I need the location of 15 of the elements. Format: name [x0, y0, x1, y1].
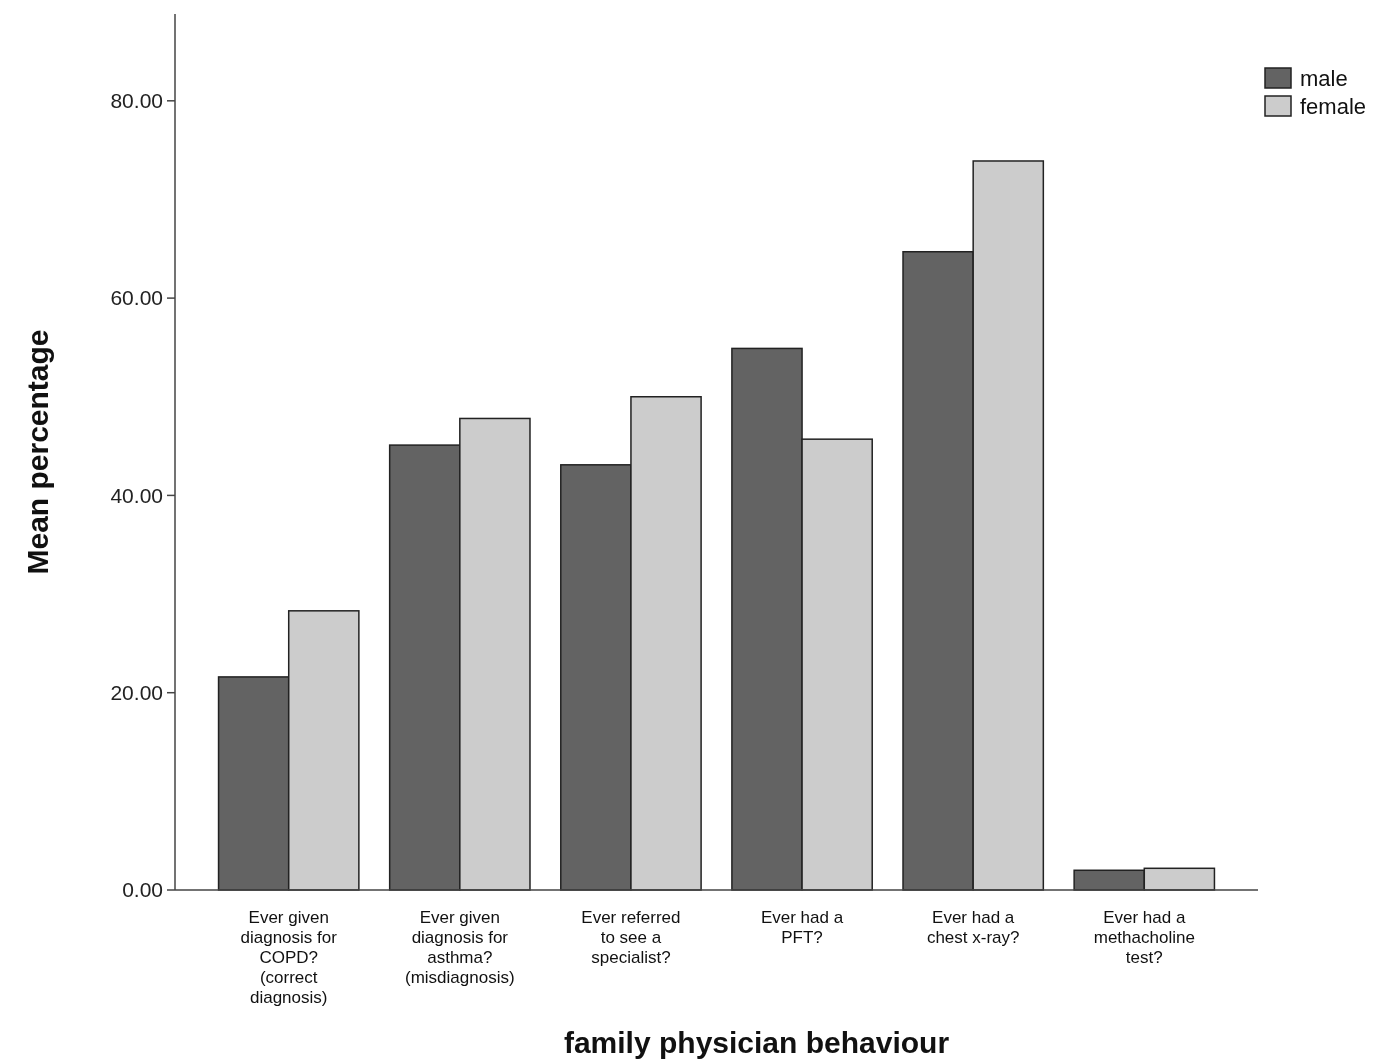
y-tick-label: 80.00 — [110, 89, 163, 113]
legend-label: male — [1300, 65, 1348, 91]
y-tick-label: 0.00 — [122, 878, 163, 902]
x-tick-label: Ever had a chest x-ray? — [926, 908, 1020, 947]
x-tick-label: Ever given diagnosis for asthma? (misdiagnosis) — [405, 908, 515, 987]
x-tick-label: Ever had a methacholine test? — [1093, 908, 1195, 967]
legend-label: female — [1300, 93, 1367, 119]
y-tick-label: 60.00 — [110, 286, 163, 310]
x-tick-label: Ever given diagnosis for COPD? (correct diagnosis) — [240, 908, 338, 1007]
y-tick-label: 20.00 — [110, 681, 163, 705]
x-axis-title: family physician behaviour — [563, 1026, 950, 1059]
y-axis-title: Mean percentage — [21, 329, 54, 575]
y-tick-label: 40.00 — [110, 483, 163, 507]
x-tick-label: Ever referred to see a specialist? — [581, 908, 681, 967]
x-tick-label: Ever had a PFT? — [760, 908, 844, 947]
